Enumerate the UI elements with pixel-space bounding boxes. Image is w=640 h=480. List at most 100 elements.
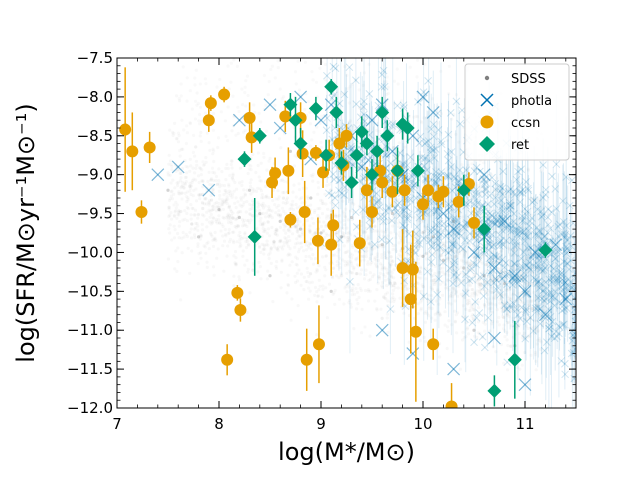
sdss-cloud-dot <box>213 202 217 206</box>
sdss-cloud-dot <box>192 177 196 181</box>
sdss-cloud-dot <box>246 242 250 246</box>
sdss-cloud-dot <box>431 278 435 282</box>
sdss-cloud-dot <box>450 249 455 253</box>
sdss-cloud-dot <box>300 233 304 237</box>
sdss-cloud-dot <box>210 219 214 223</box>
sdss-cloud-dot <box>259 161 263 165</box>
sdss-cloud-dot <box>236 200 240 204</box>
sdss-point <box>350 215 354 220</box>
sdss-cloud-dot <box>234 218 238 222</box>
sdss-cloud-dot <box>441 280 445 284</box>
sdss-cloud-dot <box>175 216 179 220</box>
sdss-cloud-dot <box>402 226 406 230</box>
sdss-cloud-dot <box>238 237 242 242</box>
sdss-cloud-dot <box>531 282 535 286</box>
sdss-cloud-dot <box>376 245 380 249</box>
sdss-cloud-dot <box>535 284 539 288</box>
sdss-cloud-dot <box>262 151 266 156</box>
sdss-cloud-dot <box>201 179 205 183</box>
sdss-cloud-dot <box>235 187 239 191</box>
sdss-cloud-dot <box>338 239 342 243</box>
ret-point <box>487 375 502 407</box>
sdss-cloud-dot <box>284 202 288 206</box>
sdss-cloud-dot <box>438 282 442 286</box>
sdss-cloud-dot <box>204 196 208 200</box>
sdss-cloud-dot <box>429 245 433 249</box>
sdss-cloud-dot <box>345 282 349 287</box>
sdss-cloud-dot <box>264 195 268 199</box>
sdss-cloud-dot <box>469 294 473 298</box>
sdss-cloud-dot <box>425 252 430 256</box>
sdss-cloud-dot <box>477 282 481 286</box>
sdss-cloud-dot <box>335 274 339 278</box>
sdss-cloud-dot <box>250 199 255 203</box>
sdss-cloud-dot <box>349 271 353 275</box>
sdss-cloud-dot <box>535 330 539 334</box>
sdss-cloud-dot <box>311 233 315 237</box>
sdss-cloud-dot <box>285 291 289 295</box>
sdss-cloud-dot <box>316 180 320 184</box>
sdss-cloud-dot <box>447 257 451 261</box>
sdss-cloud-dot <box>404 230 408 234</box>
sdss-cloud-dot <box>393 281 397 285</box>
sdss-cloud-dot <box>333 253 337 257</box>
sdss-cloud-dot <box>522 277 526 282</box>
sdss-cloud-dot <box>393 247 397 251</box>
sdss-cloud-dot <box>251 268 255 272</box>
sdss-cloud-dot <box>282 222 286 226</box>
sdss-cloud-dot <box>311 174 315 178</box>
sdss-cloud-dot <box>393 297 397 301</box>
sdss-cloud-dot <box>493 226 497 230</box>
sdss-cloud-dot <box>366 262 370 266</box>
sdss-cloud-dot <box>201 185 205 189</box>
sdss-cloud-dot <box>208 148 212 152</box>
sdss-cloud-dot <box>501 316 506 320</box>
sdss-cloud-dot <box>320 60 324 64</box>
sdss-cloud-dot <box>341 199 345 203</box>
sdss-cloud-dot <box>338 266 342 270</box>
sdss-cloud-dot <box>188 121 192 125</box>
sdss-cloud-dot <box>383 256 387 260</box>
sdss-cloud-dot <box>343 263 347 267</box>
sdss-cloud-dot <box>476 250 480 254</box>
photla-cloud-marker <box>485 191 494 200</box>
sdss-cloud-dot <box>347 237 351 241</box>
sdss-cloud-dot <box>243 232 247 236</box>
sdss-cloud-dot <box>540 283 544 287</box>
sdss-cloud-dot <box>317 220 322 224</box>
sdss-cloud-dot <box>384 297 388 301</box>
sdss-cloud-dot <box>419 308 423 312</box>
sdss-cloud-dot <box>430 306 434 311</box>
sdss-cloud-dot <box>203 77 207 81</box>
sdss-cloud-dot <box>209 222 213 226</box>
sdss-cloud-dot <box>457 281 462 285</box>
sdss-point <box>482 274 486 278</box>
sdss-cloud-dot <box>471 308 475 312</box>
sdss-cloud-dot <box>320 48 323 51</box>
sdss-cloud-dot <box>388 265 392 269</box>
sdss-cloud-dot <box>416 261 420 265</box>
sdss-cloud-dot <box>284 212 288 216</box>
sdss-cloud-dot <box>299 283 303 287</box>
sdss-cloud-dot <box>169 194 173 198</box>
sdss-cloud-dot <box>313 231 317 235</box>
sdss-cloud-dot <box>419 306 423 310</box>
sdss-cloud-dot <box>479 275 483 279</box>
sdss-cloud-dot <box>278 213 282 217</box>
sdss-cloud-dot <box>200 179 204 183</box>
sdss-cloud-dot <box>470 268 474 272</box>
sdss-cloud-dot <box>170 164 174 169</box>
sdss-cloud-dot <box>286 253 290 257</box>
sdss-cloud-dot <box>341 183 345 187</box>
sdss-cloud-dot <box>241 103 245 107</box>
sdss-cloud-dot <box>224 178 228 182</box>
sdss-cloud-dot <box>204 251 208 255</box>
sdss-cloud-dot <box>192 213 196 217</box>
sdss-cloud-dot <box>207 203 211 207</box>
sdss-cloud-dot <box>334 214 338 218</box>
sdss-cloud-dot <box>443 243 447 248</box>
sdss-cloud-dot <box>474 280 478 285</box>
sdss-cloud-dot <box>509 297 513 301</box>
sdss-cloud-dot <box>414 235 418 239</box>
photla-cloud-marker <box>561 338 569 390</box>
